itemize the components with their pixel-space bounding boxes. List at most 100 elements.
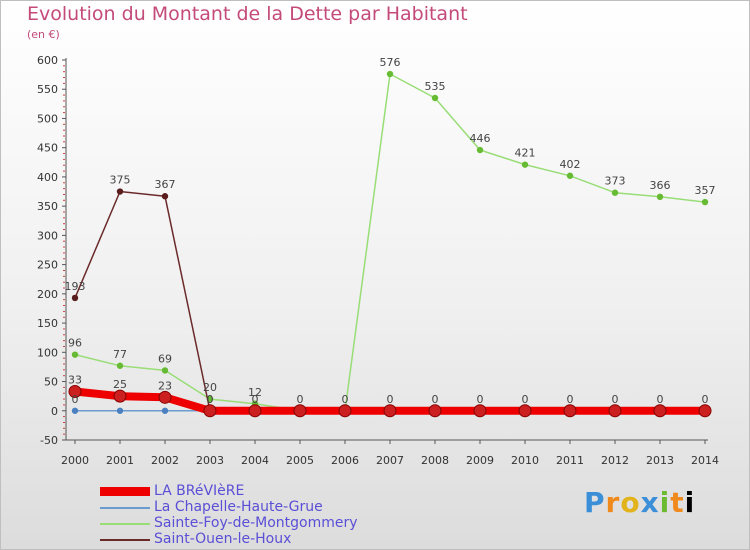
x-tick-label: 2012 [601,454,629,467]
y-tick-label: 0 [51,405,58,418]
data-label: 576 [380,56,401,69]
y-tick-label: 300 [37,229,58,242]
proxiti-logo: Proxiti [584,486,696,519]
data-label: 0 [207,393,214,406]
series-point [608,404,622,418]
y-tick-label: 50 [44,376,58,389]
x-tick-label: 2010 [511,454,539,467]
series-point [293,404,307,418]
data-label: 0 [522,393,529,406]
legend-label: Saint-Ouen-le-Houx [154,531,292,547]
series-point [116,407,124,414]
x-tick-label: 2004 [241,454,269,467]
series-point [473,404,487,418]
x-tick-label: 2008 [421,454,449,467]
series-point [71,294,79,302]
y-tick-label: 600 [37,54,58,67]
series-point [701,198,709,206]
data-label: 0 [387,393,394,406]
data-label: 446 [470,132,491,145]
x-tick-label: 2000 [61,454,89,467]
series-point [161,407,169,414]
data-label: 23 [158,379,172,392]
data-label: 0 [297,393,304,406]
chart-subtitle: (en €) [27,28,60,41]
series-point [521,161,529,168]
series-line [74,190,705,412]
y-tick-label: 350 [37,200,58,213]
data-label: 0 [432,393,439,406]
data-label: 367 [155,178,176,191]
data-label: 421 [515,147,536,160]
chart-title: Evolution du Montant de la Dette par Hab… [27,3,468,25]
series-point [158,390,172,404]
legend-label: La Chapelle-Haute-Grue [154,499,323,515]
x-tick-label: 2006 [331,454,359,467]
y-tick-label: 450 [37,142,58,155]
series-point [566,172,574,179]
x-tick-label: 2001 [106,454,134,467]
x-tick-label: 2014 [691,454,719,467]
data-label: 357 [695,184,716,197]
series-point [518,404,532,418]
data-label: 0 [252,393,259,406]
series-point [113,389,127,403]
data-label: 0 [702,393,709,406]
series-point [71,407,79,414]
data-label: 12 [248,386,262,399]
data-label: 69 [158,352,172,365]
series-point [338,404,352,418]
series-point [248,404,262,418]
legend-swatch [100,539,150,541]
series-point [563,404,577,418]
series-point [476,146,484,154]
series-point [116,362,124,369]
series-point [428,404,442,418]
data-label: 25 [113,378,127,391]
x-tick-label: 2011 [556,454,584,467]
series-point [161,193,169,200]
y-tick-label: 100 [37,346,58,359]
data-label: 0 [342,393,349,406]
data-label: 402 [560,158,581,171]
series-point [386,70,394,78]
series-point [116,188,124,195]
x-tick-label: 2007 [376,454,404,467]
data-label: 0 [657,393,664,406]
legend-label: LA BRéVIèRE [154,483,245,499]
y-tick-label: 250 [37,259,58,272]
data-label: 33 [68,373,82,386]
series-point [383,404,397,418]
x-tick-label: 2013 [646,454,674,467]
legend-swatch [100,507,150,509]
data-label: 96 [68,337,82,350]
data-label: 0 [72,393,79,406]
series-point [68,384,82,398]
data-label: 373 [605,175,626,188]
y-tick-label: 550 [37,83,58,96]
y-tick-label: -50 [40,434,58,447]
legend-label: Sainte-Foy-de-Montgommery [154,515,358,531]
x-tick-label: 2002 [151,454,179,467]
x-tick-label: 2005 [286,454,314,467]
legend-swatch [100,487,150,496]
data-label: 20 [203,381,217,394]
y-tick-label: 200 [37,288,58,301]
series-point [71,351,79,358]
y-tick-label: 150 [37,317,58,330]
x-tick-label: 2009 [466,454,494,467]
data-label: 535 [425,80,446,93]
y-tick-label: 500 [37,112,58,125]
series-point [653,404,667,418]
y-tick-label: 400 [37,171,58,184]
series-point [431,94,439,102]
series-point [203,404,217,418]
data-label: 0 [477,393,484,406]
x-tick-label: 2003 [196,454,224,467]
series-point [656,193,664,200]
data-label: 375 [110,174,131,187]
data-label: 77 [113,348,127,361]
series-point [611,189,619,196]
